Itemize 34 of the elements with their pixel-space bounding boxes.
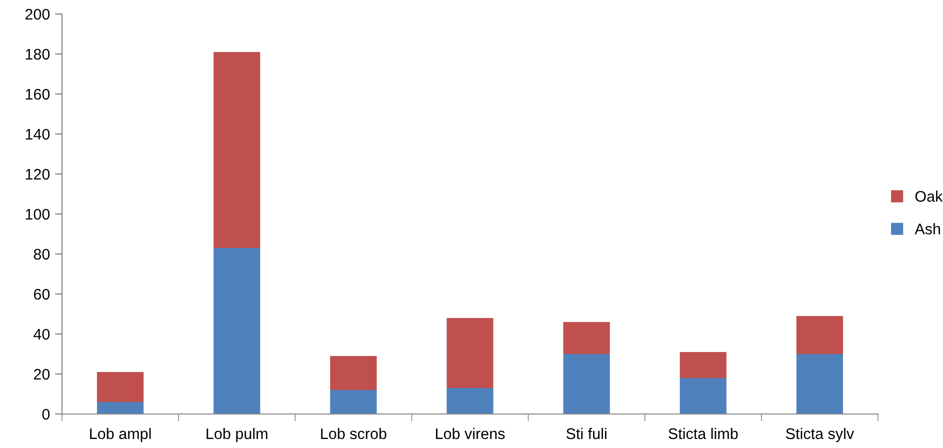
- y-tick-label: 20: [34, 368, 50, 380]
- legend-label: Ash: [914, 223, 940, 234]
- bar: [680, 378, 726, 414]
- x-tick-label: Lob pulm: [206, 428, 268, 442]
- x-tick-label: Lob ampl: [90, 428, 151, 442]
- y-tick-label: 180: [26, 48, 50, 60]
- y-tick-label: 60: [34, 288, 50, 300]
- y-tick-label: 80: [34, 248, 50, 260]
- bar: [446, 318, 494, 388]
- y-tick-label: 0: [42, 408, 50, 420]
- x-tick-label: Sti fuli: [566, 428, 606, 440]
- bar: [96, 402, 144, 414]
- x-tick-label: Lob virens: [436, 428, 505, 440]
- y-tick-label: 40: [34, 328, 50, 340]
- bar: [796, 316, 844, 354]
- y-tick-label: 160: [26, 88, 50, 100]
- bar: [796, 354, 844, 414]
- x-tick-label: Sticta limb: [668, 428, 738, 440]
- y-tick-label: 100: [26, 208, 50, 220]
- bar: [214, 52, 260, 248]
- x-tick-label: Sticta sylv: [786, 428, 854, 442]
- x-tick-label: Lob scrob: [321, 428, 386, 440]
- y-tick-label: 200: [25, 8, 50, 20]
- bar: [446, 388, 494, 414]
- bar: [330, 356, 377, 390]
- y-tick-label: 120: [26, 168, 50, 180]
- bar: [563, 354, 610, 414]
- y-tick-label: 140: [26, 128, 50, 140]
- bar: [563, 322, 610, 354]
- bar: [680, 352, 726, 378]
- legend-label: Oak: [915, 190, 943, 202]
- bar: [330, 390, 377, 414]
- bar: [214, 248, 260, 414]
- bar: [96, 372, 144, 402]
